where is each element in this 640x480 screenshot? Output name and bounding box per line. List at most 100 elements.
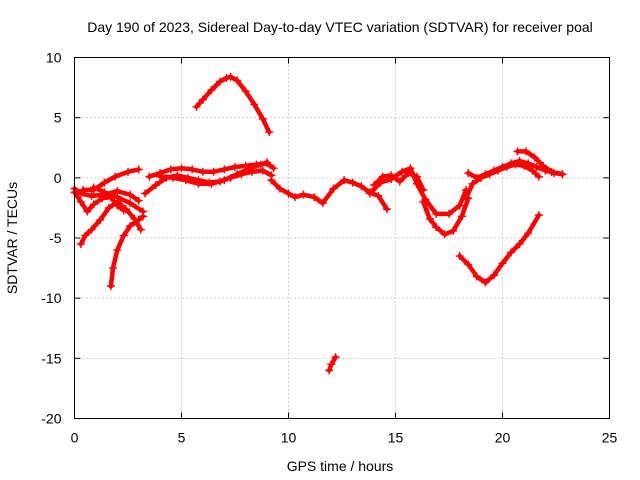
y-tick-label: -15 (41, 350, 61, 366)
data-point (258, 114, 267, 123)
data-point (269, 164, 278, 173)
data-point (216, 77, 225, 86)
y-tick-label: 0 (54, 170, 62, 186)
data-point (481, 278, 490, 287)
series-arc-11 (267, 176, 391, 214)
data-point (534, 172, 543, 181)
data-point (233, 170, 242, 179)
grid (74, 57, 610, 419)
data-point (89, 200, 98, 209)
y-tick-label: -10 (41, 290, 61, 306)
data-point (498, 259, 507, 268)
data-point (79, 185, 88, 194)
data-point (220, 176, 229, 185)
data-point (284, 189, 293, 198)
data-point (226, 72, 235, 81)
data-point (207, 179, 216, 188)
series-arc-6 (89, 183, 147, 216)
data-point (177, 164, 186, 173)
data-point (357, 182, 366, 191)
data-point (425, 214, 434, 223)
data-point (522, 147, 531, 156)
data-marks (70, 72, 567, 375)
data-point (365, 189, 374, 198)
y-tick-label: -5 (49, 230, 62, 246)
series-arc-9 (156, 158, 272, 188)
data-point (198, 167, 207, 176)
data-point (419, 197, 428, 206)
data-point (194, 179, 203, 188)
data-point (100, 188, 109, 197)
data-point (138, 207, 147, 216)
data-point (406, 164, 415, 173)
x-tick-label: 25 (602, 430, 618, 446)
data-point (250, 100, 259, 109)
data-point (513, 147, 522, 156)
data-point (87, 225, 96, 234)
data-point (241, 87, 250, 96)
data-point (472, 272, 481, 281)
data-point (445, 209, 453, 218)
data-point (76, 197, 85, 206)
data-point (382, 205, 391, 214)
data-point (134, 196, 143, 205)
series-arc-10 (192, 72, 274, 137)
data-point (539, 161, 548, 170)
data-point (113, 246, 122, 255)
data-point (126, 190, 135, 199)
axis-ticks: 0 5 10 15 20 25 -20 -15 -10 -5 0 5 10 (41, 50, 617, 446)
data-point (168, 173, 177, 182)
data-point (263, 158, 272, 167)
y-tick-label: -20 (41, 411, 61, 427)
data-point (290, 193, 299, 202)
data-point (220, 165, 229, 174)
data-point (547, 167, 556, 176)
data-point (96, 215, 105, 224)
data-point (432, 209, 441, 218)
data-point (134, 165, 143, 174)
data-point (534, 211, 543, 220)
data-point (327, 360, 336, 369)
chart-title: Day 190 of 2023, Sidereal Day-to-day VTE… (87, 19, 593, 35)
series-arc-14 (365, 164, 471, 218)
data-point (87, 191, 96, 200)
data-point (83, 207, 92, 216)
data-point (121, 205, 130, 214)
data-point (477, 173, 486, 182)
data-point (126, 221, 135, 230)
x-tick-label: 0 (71, 430, 79, 446)
series-arc-19 (455, 211, 543, 287)
data-point (76, 240, 85, 249)
data-point (455, 201, 464, 210)
data-point (376, 178, 385, 187)
data-point (275, 184, 284, 193)
data-point (519, 161, 528, 170)
data-point (331, 353, 340, 362)
x-tick-label: 5 (178, 430, 186, 446)
data-point (166, 165, 175, 174)
data-point (515, 240, 524, 249)
data-point (395, 177, 404, 186)
data-point (558, 170, 567, 179)
data-point (113, 193, 122, 202)
data-point (440, 230, 449, 239)
data-point (489, 271, 498, 280)
data-point (468, 179, 477, 188)
series-arc-17 (462, 160, 543, 203)
data-point (532, 163, 541, 172)
data-point (378, 172, 387, 181)
data-point (524, 229, 533, 238)
data-point (106, 282, 115, 291)
data-point (455, 252, 464, 261)
data-point (507, 248, 516, 257)
data-point (192, 102, 201, 111)
data-point (126, 199, 135, 208)
data-point (267, 176, 276, 185)
y-tick-label: 10 (46, 50, 62, 66)
data-point (387, 175, 396, 184)
data-point (207, 85, 216, 94)
data-point (502, 163, 511, 172)
data-point (340, 176, 349, 185)
data-point (494, 166, 503, 175)
